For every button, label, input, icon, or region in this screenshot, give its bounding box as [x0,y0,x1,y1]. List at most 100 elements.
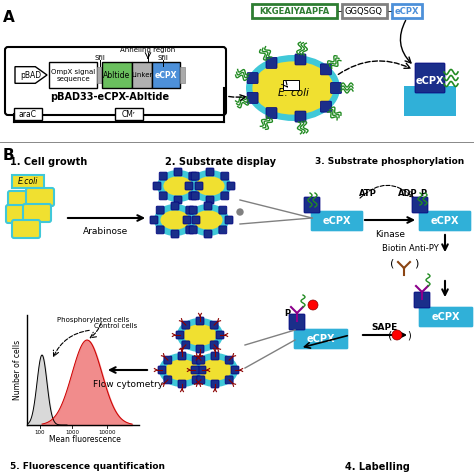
FancyBboxPatch shape [197,376,205,384]
FancyBboxPatch shape [310,210,364,232]
FancyBboxPatch shape [6,205,34,223]
Ellipse shape [197,358,233,382]
FancyBboxPatch shape [176,331,184,339]
FancyBboxPatch shape [178,380,186,388]
Text: P: P [420,189,426,198]
Bar [12,175,44,188]
Bar [392,4,422,18]
FancyBboxPatch shape [186,206,194,214]
FancyBboxPatch shape [196,317,204,325]
FancyBboxPatch shape [330,82,341,93]
Text: eCPX: eCPX [323,216,351,226]
FancyBboxPatch shape [304,197,320,213]
Text: 4. Labelling: 4. Labelling [345,462,410,472]
FancyBboxPatch shape [219,206,227,214]
Polygon shape [15,67,47,83]
FancyBboxPatch shape [158,366,166,374]
FancyBboxPatch shape [189,206,197,214]
FancyBboxPatch shape [293,328,349,350]
Ellipse shape [246,55,340,121]
FancyBboxPatch shape [164,376,172,384]
FancyBboxPatch shape [414,292,430,308]
FancyBboxPatch shape [189,192,197,200]
Bar [180,67,185,83]
FancyBboxPatch shape [186,226,194,234]
FancyBboxPatch shape [418,210,472,232]
FancyBboxPatch shape [204,202,212,210]
FancyBboxPatch shape [219,226,227,234]
FancyBboxPatch shape [185,182,193,190]
FancyBboxPatch shape [182,321,190,329]
Text: KKGEAIYAAPFA: KKGEAIYAAPFA [259,7,329,16]
FancyBboxPatch shape [195,182,203,190]
Text: eCPX: eCPX [155,71,177,80]
Bar [115,108,143,120]
FancyBboxPatch shape [216,331,224,339]
Ellipse shape [154,204,196,236]
Text: Control cells: Control cells [94,323,137,329]
Text: SfiI: SfiI [94,55,105,61]
FancyBboxPatch shape [182,341,190,349]
Text: OmpX signal
sequence: OmpX signal sequence [51,69,95,82]
FancyBboxPatch shape [174,196,182,204]
FancyBboxPatch shape [204,230,212,238]
Text: CMʳ: CMʳ [122,109,136,118]
FancyBboxPatch shape [221,172,229,180]
Text: P: P [284,309,290,318]
Bar [252,4,337,18]
Ellipse shape [162,175,194,197]
Circle shape [308,300,318,310]
Bar [14,108,42,120]
FancyBboxPatch shape [247,73,258,83]
Ellipse shape [159,209,191,231]
Ellipse shape [182,323,218,347]
Text: araC: araC [19,109,37,118]
FancyBboxPatch shape [266,108,277,118]
Text: Biotin Anti-PY: Biotin Anti-PY [382,244,438,253]
Text: 1000: 1000 [65,430,79,435]
Text: A: A [3,10,15,25]
Text: eCPX: eCPX [431,216,459,226]
FancyBboxPatch shape [23,204,51,222]
FancyBboxPatch shape [210,321,218,329]
FancyBboxPatch shape [150,216,158,224]
FancyBboxPatch shape [192,356,200,364]
Bar [283,80,299,90]
Text: SfiI: SfiI [157,55,168,61]
Bar [152,62,180,88]
FancyBboxPatch shape [266,57,277,68]
Text: ADP: ADP [398,189,418,198]
Ellipse shape [251,60,335,116]
Text: 1. Cell growth: 1. Cell growth [10,157,87,167]
Text: E. coli: E. coli [278,88,309,98]
Text: eCPX: eCPX [307,334,335,344]
FancyBboxPatch shape [192,216,200,224]
FancyBboxPatch shape [5,47,226,115]
FancyBboxPatch shape [206,196,214,204]
Text: -: - [387,6,391,16]
Text: Abltide: Abltide [103,71,131,80]
Bar [404,86,456,116]
Text: 100: 100 [35,430,45,435]
FancyBboxPatch shape [412,197,428,213]
FancyBboxPatch shape [159,172,167,180]
FancyBboxPatch shape [191,172,199,180]
Text: 3. Substrate phosphorylation: 3. Substrate phosphorylation [315,157,464,166]
FancyBboxPatch shape [225,216,233,224]
FancyBboxPatch shape [156,206,164,214]
Ellipse shape [177,318,223,352]
FancyBboxPatch shape [221,192,229,200]
FancyBboxPatch shape [225,376,233,384]
FancyBboxPatch shape [12,220,40,238]
Text: 10000: 10000 [98,430,116,435]
FancyBboxPatch shape [295,111,306,122]
Ellipse shape [157,170,199,202]
Text: Linker: Linker [131,72,153,78]
Ellipse shape [159,353,205,387]
Text: SAPE: SAPE [372,323,398,332]
FancyBboxPatch shape [8,191,36,209]
FancyBboxPatch shape [189,172,197,180]
FancyBboxPatch shape [196,345,204,353]
Bar [342,4,387,18]
Text: ): ) [414,258,418,268]
